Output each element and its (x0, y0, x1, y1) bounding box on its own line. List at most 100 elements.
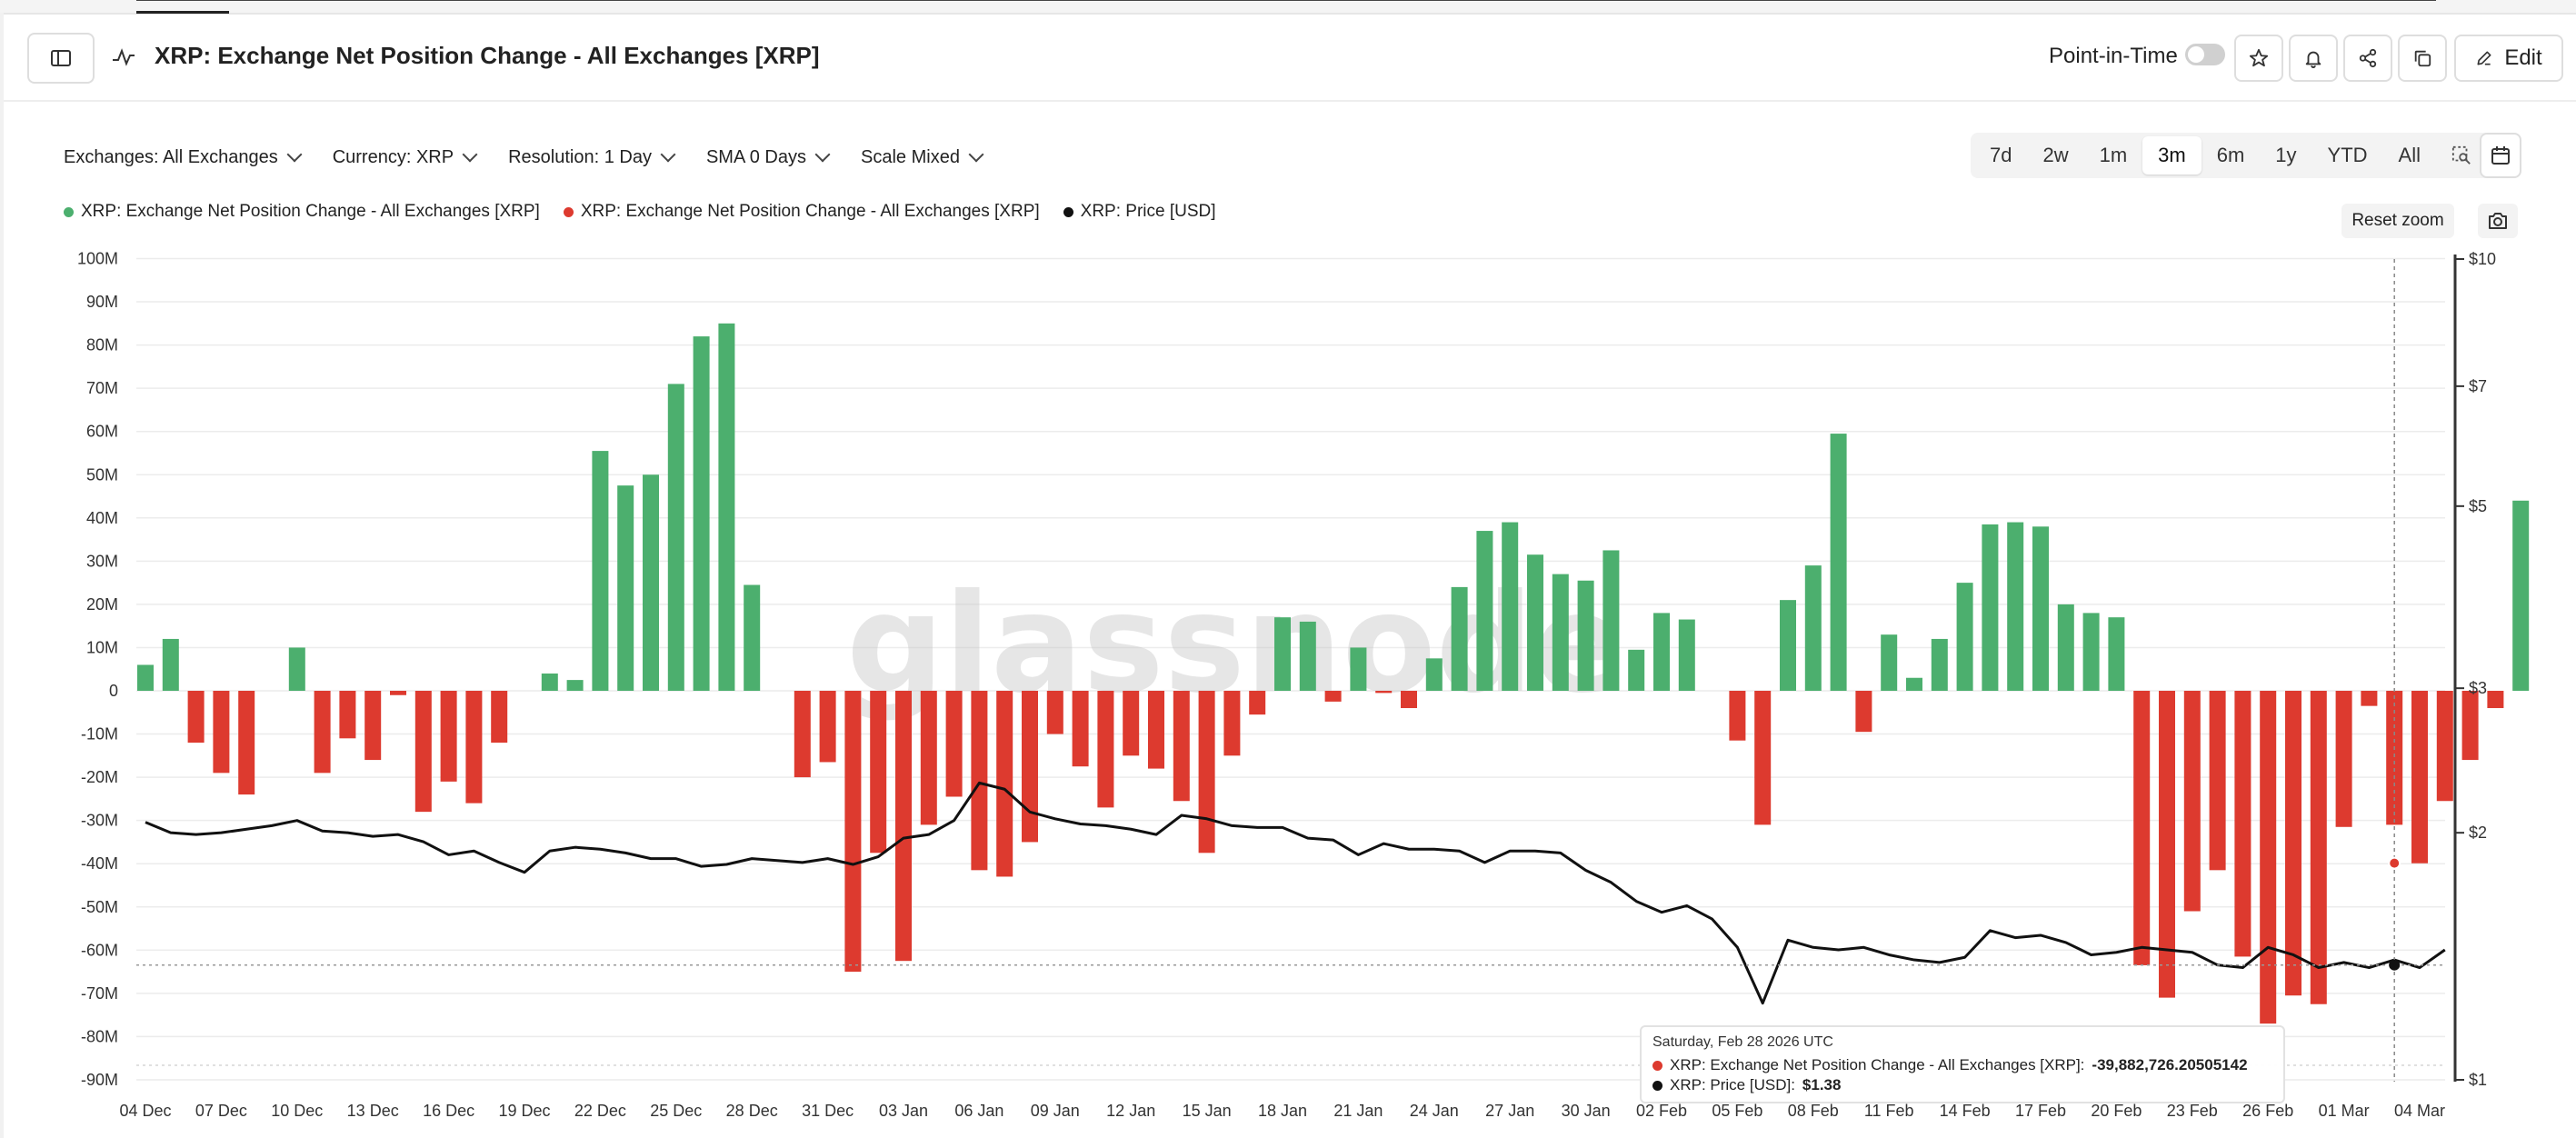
bar (895, 691, 912, 962)
bar (2082, 613, 2100, 691)
bar (1804, 565, 1822, 691)
bar-series (137, 323, 2530, 1024)
bar (1451, 586, 1468, 691)
x-tick-label: 23 Feb (2167, 1102, 2218, 1120)
tooltip-row-price: XRP: Price [USD]: $1.38 (1652, 1076, 2272, 1094)
bar (2285, 691, 2301, 996)
window-top-bar (0, 0, 2576, 15)
range-all[interactable]: All (2398, 144, 2421, 166)
bar (1223, 691, 1241, 756)
x-tick-label: 20 Feb (2091, 1102, 2142, 1120)
bar-marker (2388, 856, 2401, 870)
y-tick-label: 90M (86, 293, 118, 311)
price-line (145, 781, 2446, 1005)
range-2w[interactable]: 2w (2042, 144, 2069, 166)
point-in-time-toggle[interactable] (2185, 44, 2225, 65)
filter-bar: Exchanges: All Exchanges Currency: XRP R… (64, 144, 984, 171)
bar (1249, 691, 1266, 715)
bar (2234, 691, 2252, 957)
bell-icon (2305, 51, 2321, 68)
duplicate-button[interactable] (2398, 35, 2447, 82)
reset-zoom-button[interactable]: Reset zoom (2341, 204, 2454, 238)
bar (2057, 604, 2074, 691)
bar (667, 384, 684, 691)
favorite-button[interactable] (2234, 35, 2283, 82)
date-picker-button[interactable] (2480, 133, 2521, 178)
y2-tick-label: $10 (2469, 250, 2496, 268)
bar (2032, 526, 2049, 691)
x-tick-label: 07 Dec (195, 1102, 247, 1120)
x-tick-label: 22 Dec (574, 1102, 626, 1120)
range-1y[interactable]: 1y (2275, 144, 2297, 166)
y2-tick-label: $3 (2469, 679, 2487, 697)
bar (390, 691, 406, 695)
y2-tick-label: $2 (2469, 824, 2487, 842)
bar (314, 691, 331, 774)
currency-filter[interactable]: Currency: XRP (333, 144, 478, 171)
legend-item-outflow[interactable]: XRP: Exchange Net Position Change - All … (563, 202, 1040, 222)
y-tick-label: 10M (86, 638, 118, 656)
y-tick-label: -40M (81, 854, 118, 873)
bar (339, 691, 356, 739)
bar (2335, 691, 2352, 827)
chart-tooltip: Saturday, Feb 28 2026 UTC XRP: Exchange … (1640, 1025, 2285, 1103)
point-in-time-label: Point-in-Time (2049, 44, 2178, 68)
x-tick-label: 02 Feb (1636, 1102, 1687, 1120)
bar (364, 691, 382, 761)
sidebar-icon (51, 50, 71, 66)
scale-filter[interactable]: Scale Mixed (861, 144, 984, 171)
bar (2183, 691, 2201, 912)
edit-label: Edit (2504, 45, 2542, 70)
y-tick-label: 40M (86, 509, 118, 527)
zoom-select-button[interactable] (2436, 136, 2487, 175)
bar (238, 691, 255, 795)
filter-label: SMA 0 Days (705, 146, 806, 167)
y-tick-label: -60M (81, 941, 118, 959)
range-1m[interactable]: 1m (2099, 144, 2128, 166)
alert-button[interactable] (2289, 35, 2338, 82)
x-tick-label: 16 Dec (423, 1102, 474, 1120)
legend-label: XRP: Price [USD] (1080, 202, 1216, 221)
exchanges-filter[interactable]: Exchanges: All Exchanges (64, 144, 303, 171)
bar (1754, 691, 1772, 825)
bar (1603, 550, 1620, 691)
bar (996, 691, 1013, 877)
bar (566, 680, 584, 691)
range-3m[interactable]: 3m (2142, 136, 2202, 175)
bar (1425, 658, 1443, 691)
y-tick-label: -80M (81, 1027, 118, 1045)
tooltip-dot (1652, 1080, 1662, 1091)
edit-button[interactable]: Edit (2454, 35, 2563, 82)
range-7d[interactable]: 7d (1990, 144, 2012, 166)
bar (414, 691, 432, 813)
y-tick-label: -20M (81, 768, 118, 786)
screenshot-button[interactable] (2478, 204, 2518, 238)
x-tick-label: 26 Feb (2242, 1102, 2293, 1120)
bar (1173, 691, 1190, 802)
pencil-icon (2477, 51, 2491, 65)
bar (288, 647, 305, 691)
tooltip-date: Saturday, Feb 28 2026 UTC (1652, 1034, 1833, 1050)
time-range-selector: 7d 2w 1m 3m 6m 1y YTD All (1971, 133, 2521, 178)
y-tick-label: -30M (81, 812, 118, 830)
filter-label: Resolution: 1 Day (508, 146, 652, 167)
bar (2209, 691, 2226, 871)
x-tick-label: 18 Jan (1258, 1102, 1307, 1120)
range-ytd[interactable]: YTD (2327, 144, 2368, 166)
bar (1956, 583, 1973, 691)
share-button[interactable] (2343, 35, 2392, 82)
resolution-filter[interactable]: Resolution: 1 Day (508, 144, 676, 171)
zoom-select-icon (2451, 145, 2471, 165)
range-6m[interactable]: 6m (2216, 144, 2245, 166)
legend-dot (1063, 206, 1073, 217)
legend-item-inflow[interactable]: XRP: Exchange Net Position Change - All … (64, 202, 540, 222)
bar (1401, 691, 1417, 709)
x-tick-label: 06 Jan (954, 1102, 1003, 1120)
sidebar-toggle-button[interactable] (27, 33, 95, 84)
bar (1855, 691, 1872, 733)
y-tick-label: -70M (81, 984, 118, 1003)
x-tick-label: 12 Jan (1106, 1102, 1155, 1120)
sma-filter[interactable]: SMA 0 Days (705, 144, 831, 171)
legend-item-price[interactable]: XRP: Price [USD] (1063, 202, 1216, 222)
